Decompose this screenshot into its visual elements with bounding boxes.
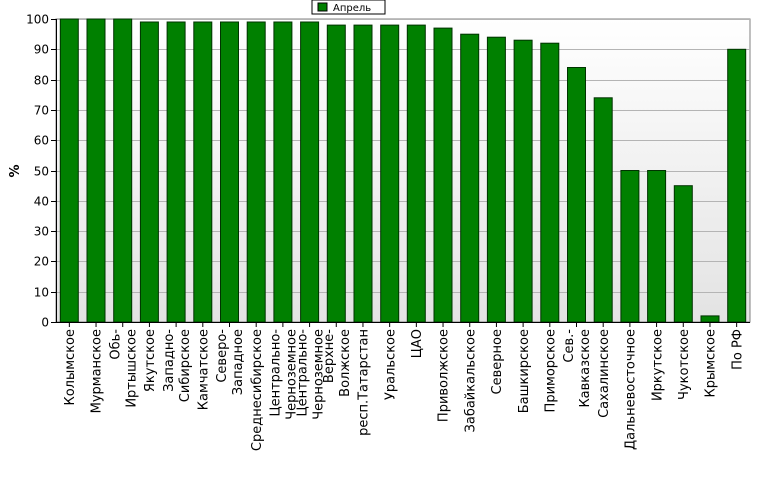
x-tick-label: Камчатское bbox=[197, 329, 212, 410]
plot-area bbox=[55, 18, 751, 323]
x-tick-label: Среднесибирское bbox=[250, 329, 265, 451]
x-tick-label: Колымское bbox=[63, 329, 78, 406]
x-tick-label: Обь- bbox=[108, 329, 123, 360]
x-tick-label: Дальневосточное bbox=[624, 329, 639, 450]
x-tick-label: Якутское bbox=[143, 329, 158, 392]
x-tick-label: Центрально- bbox=[269, 329, 284, 417]
x-tick-label: Северное bbox=[490, 329, 505, 394]
legend-swatch bbox=[317, 2, 328, 12]
bar bbox=[139, 21, 159, 323]
legend: Апрель bbox=[311, 0, 386, 15]
y-tick-label: 20 bbox=[34, 255, 49, 269]
legend-label: Апрель bbox=[333, 3, 371, 14]
y-tick-label: 10 bbox=[34, 286, 49, 300]
bar bbox=[86, 18, 106, 323]
bar bbox=[567, 67, 586, 323]
x-tick-label: Северо- bbox=[215, 329, 230, 383]
bar bbox=[326, 24, 346, 323]
x-tick-label: Приволжское bbox=[437, 329, 452, 422]
bar bbox=[593, 97, 613, 323]
x-tick-label: респ.Татарстан bbox=[357, 329, 372, 436]
bar bbox=[727, 48, 747, 323]
x-tick-label: Западное bbox=[231, 329, 246, 395]
y-tick-label: 50 bbox=[34, 165, 49, 179]
x-tick-label: По РФ bbox=[730, 329, 745, 370]
x-tick-label: Мурманское bbox=[90, 329, 105, 413]
bar bbox=[433, 27, 453, 323]
bar bbox=[620, 170, 640, 323]
x-tick-label: Крымское bbox=[704, 329, 719, 398]
x-tick-label: Уральское bbox=[383, 329, 398, 400]
bar bbox=[246, 21, 266, 323]
bar bbox=[166, 21, 186, 323]
x-tick-label: Сахалинское bbox=[597, 329, 612, 418]
y-tick-label: 40 bbox=[34, 195, 49, 209]
bar bbox=[193, 21, 213, 323]
bar bbox=[353, 24, 373, 323]
bar bbox=[220, 21, 239, 323]
y-tick-label: 100 bbox=[26, 13, 49, 27]
y-tick-label: 70 bbox=[34, 104, 49, 118]
legend-box bbox=[311, 0, 386, 15]
x-tick-label: Иртышское bbox=[124, 329, 139, 408]
x-tick-label: Башкирское bbox=[517, 329, 532, 413]
bar bbox=[647, 170, 667, 323]
bar bbox=[406, 24, 426, 323]
y-tick-label: 80 bbox=[34, 74, 49, 88]
bar bbox=[540, 42, 560, 323]
bar bbox=[113, 18, 133, 323]
x-tick-label: Сев.- bbox=[562, 329, 577, 363]
x-tick-label: Приморское bbox=[544, 329, 559, 412]
x-tick-label: Сибирское bbox=[178, 329, 193, 402]
y-tick-label: 30 bbox=[34, 225, 49, 239]
x-tick-label: Иркутское bbox=[650, 329, 665, 401]
bar bbox=[513, 39, 533, 323]
bar bbox=[380, 24, 400, 323]
x-tick-label: Кавказское bbox=[578, 329, 593, 408]
x-tick-label: Забайкальское bbox=[463, 329, 478, 432]
x-tick-label: Западно- bbox=[162, 329, 177, 392]
x-tick-label: Центрально- bbox=[295, 329, 310, 417]
x-tick-label: Черноземное bbox=[311, 329, 326, 420]
bar bbox=[59, 18, 79, 323]
y-tick-label: 60 bbox=[34, 134, 49, 148]
x-tick-label: Волжское bbox=[338, 329, 353, 397]
y-tick-label: 90 bbox=[34, 43, 49, 57]
y-axis-label: % bbox=[8, 164, 23, 177]
x-tick-label: ЦАО bbox=[410, 329, 425, 358]
bar bbox=[460, 33, 480, 323]
x-tick-label: Верхне- bbox=[322, 329, 337, 383]
bar bbox=[300, 21, 320, 323]
y-tick-label: 0 bbox=[41, 316, 49, 330]
x-tick-label: Черноземное bbox=[285, 329, 300, 420]
bar bbox=[700, 315, 720, 323]
bar bbox=[486, 36, 506, 323]
bar bbox=[673, 185, 693, 323]
bar bbox=[273, 21, 293, 323]
x-tick-label: Чукотское bbox=[677, 329, 692, 400]
